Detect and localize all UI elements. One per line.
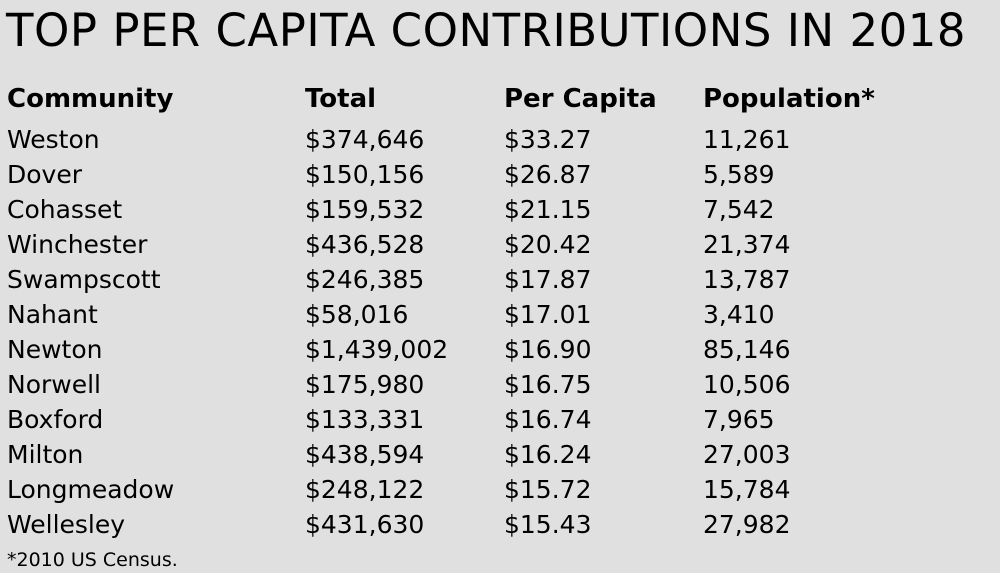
per-capita-cell: $16.24 <box>504 440 592 469</box>
total-cell: $1,439,002 <box>305 335 449 364</box>
community-cell: Nahant <box>7 300 98 329</box>
per-capita-cell: $17.87 <box>504 265 592 294</box>
header-population: Population* <box>703 83 875 114</box>
table-row: Nahant $58,016 $17.01 3,410 <box>7 297 903 332</box>
per-capita-cell: $20.42 <box>504 230 592 259</box>
population-cell: 27,003 <box>703 440 791 469</box>
community-cell: Milton <box>7 440 84 469</box>
table-row: Wellesley $431,630 $15.43 27,982 <box>7 507 903 542</box>
population-cell: 10,506 <box>703 370 791 399</box>
population-cell: 15,784 <box>703 475 791 504</box>
population-cell: 3,410 <box>703 300 775 329</box>
community-cell: Boxford <box>7 405 104 434</box>
table-row: Cohasset $159,532 $21.15 7,542 <box>7 192 903 227</box>
table-row: Milton $438,594 $16.24 27,003 <box>7 437 903 472</box>
per-capita-cell: $17.01 <box>504 300 592 329</box>
table-header-row: Community Total Per Capita Population* <box>7 76 903 122</box>
footnote: *2010 US Census. <box>7 549 178 571</box>
page-title: TOP PER CAPITA CONTRIBUTIONS IN 2018 <box>6 4 966 57</box>
total-cell: $246,385 <box>305 265 425 294</box>
header-community: Community <box>7 83 174 114</box>
community-cell: Winchester <box>7 230 148 259</box>
total-cell: $374,646 <box>305 125 425 154</box>
total-cell: $436,528 <box>305 230 425 259</box>
per-capita-cell: $16.75 <box>504 370 592 399</box>
per-capita-cell: $16.90 <box>504 335 592 364</box>
total-cell: $431,630 <box>305 510 425 539</box>
population-cell: 11,261 <box>703 125 791 154</box>
table-row: Norwell $175,980 $16.75 10,506 <box>7 367 903 402</box>
per-capita-cell: $15.72 <box>504 475 592 504</box>
table-row: Boxford $133,331 $16.74 7,965 <box>7 402 903 437</box>
community-cell: Cohasset <box>7 195 123 224</box>
community-cell: Weston <box>7 125 100 154</box>
community-cell: Norwell <box>7 370 101 399</box>
population-cell: 7,965 <box>703 405 775 434</box>
per-capita-cell: $26.87 <box>504 160 592 189</box>
table-row: Longmeadow $248,122 $15.72 15,784 <box>7 472 903 507</box>
per-capita-cell: $15.43 <box>504 510 592 539</box>
population-cell: 21,374 <box>703 230 791 259</box>
total-cell: $438,594 <box>305 440 425 469</box>
header-total: Total <box>305 83 377 114</box>
population-cell: 27,982 <box>703 510 791 539</box>
table-row: Winchester $436,528 $20.42 21,374 <box>7 227 903 262</box>
community-cell: Longmeadow <box>7 475 175 504</box>
community-cell: Swampscott <box>7 265 161 294</box>
table-row: Dover $150,156 $26.87 5,589 <box>7 157 903 192</box>
table-row: Newton $1,439,002 $16.90 85,146 <box>7 332 903 367</box>
header-per-capita: Per Capita <box>504 83 657 114</box>
table-row: Weston $374,646 $33.27 11,261 <box>7 122 903 157</box>
total-cell: $133,331 <box>305 405 425 434</box>
population-cell: 13,787 <box>703 265 791 294</box>
total-cell: $159,532 <box>305 195 425 224</box>
total-cell: $58,016 <box>305 300 409 329</box>
total-cell: $248,122 <box>305 475 425 504</box>
community-cell: Wellesley <box>7 510 126 539</box>
population-cell: 85,146 <box>703 335 791 364</box>
population-cell: 5,589 <box>703 160 775 189</box>
table-row: Swampscott $246,385 $17.87 13,787 <box>7 262 903 297</box>
population-cell: 7,542 <box>703 195 775 224</box>
total-cell: $150,156 <box>305 160 425 189</box>
community-cell: Newton <box>7 335 103 364</box>
per-capita-cell: $16.74 <box>504 405 592 434</box>
community-cell: Dover <box>7 160 82 189</box>
contributions-table: Community Total Per Capita Population* W… <box>7 76 903 542</box>
per-capita-cell: $33.27 <box>504 125 592 154</box>
per-capita-cell: $21.15 <box>504 195 592 224</box>
total-cell: $175,980 <box>305 370 425 399</box>
